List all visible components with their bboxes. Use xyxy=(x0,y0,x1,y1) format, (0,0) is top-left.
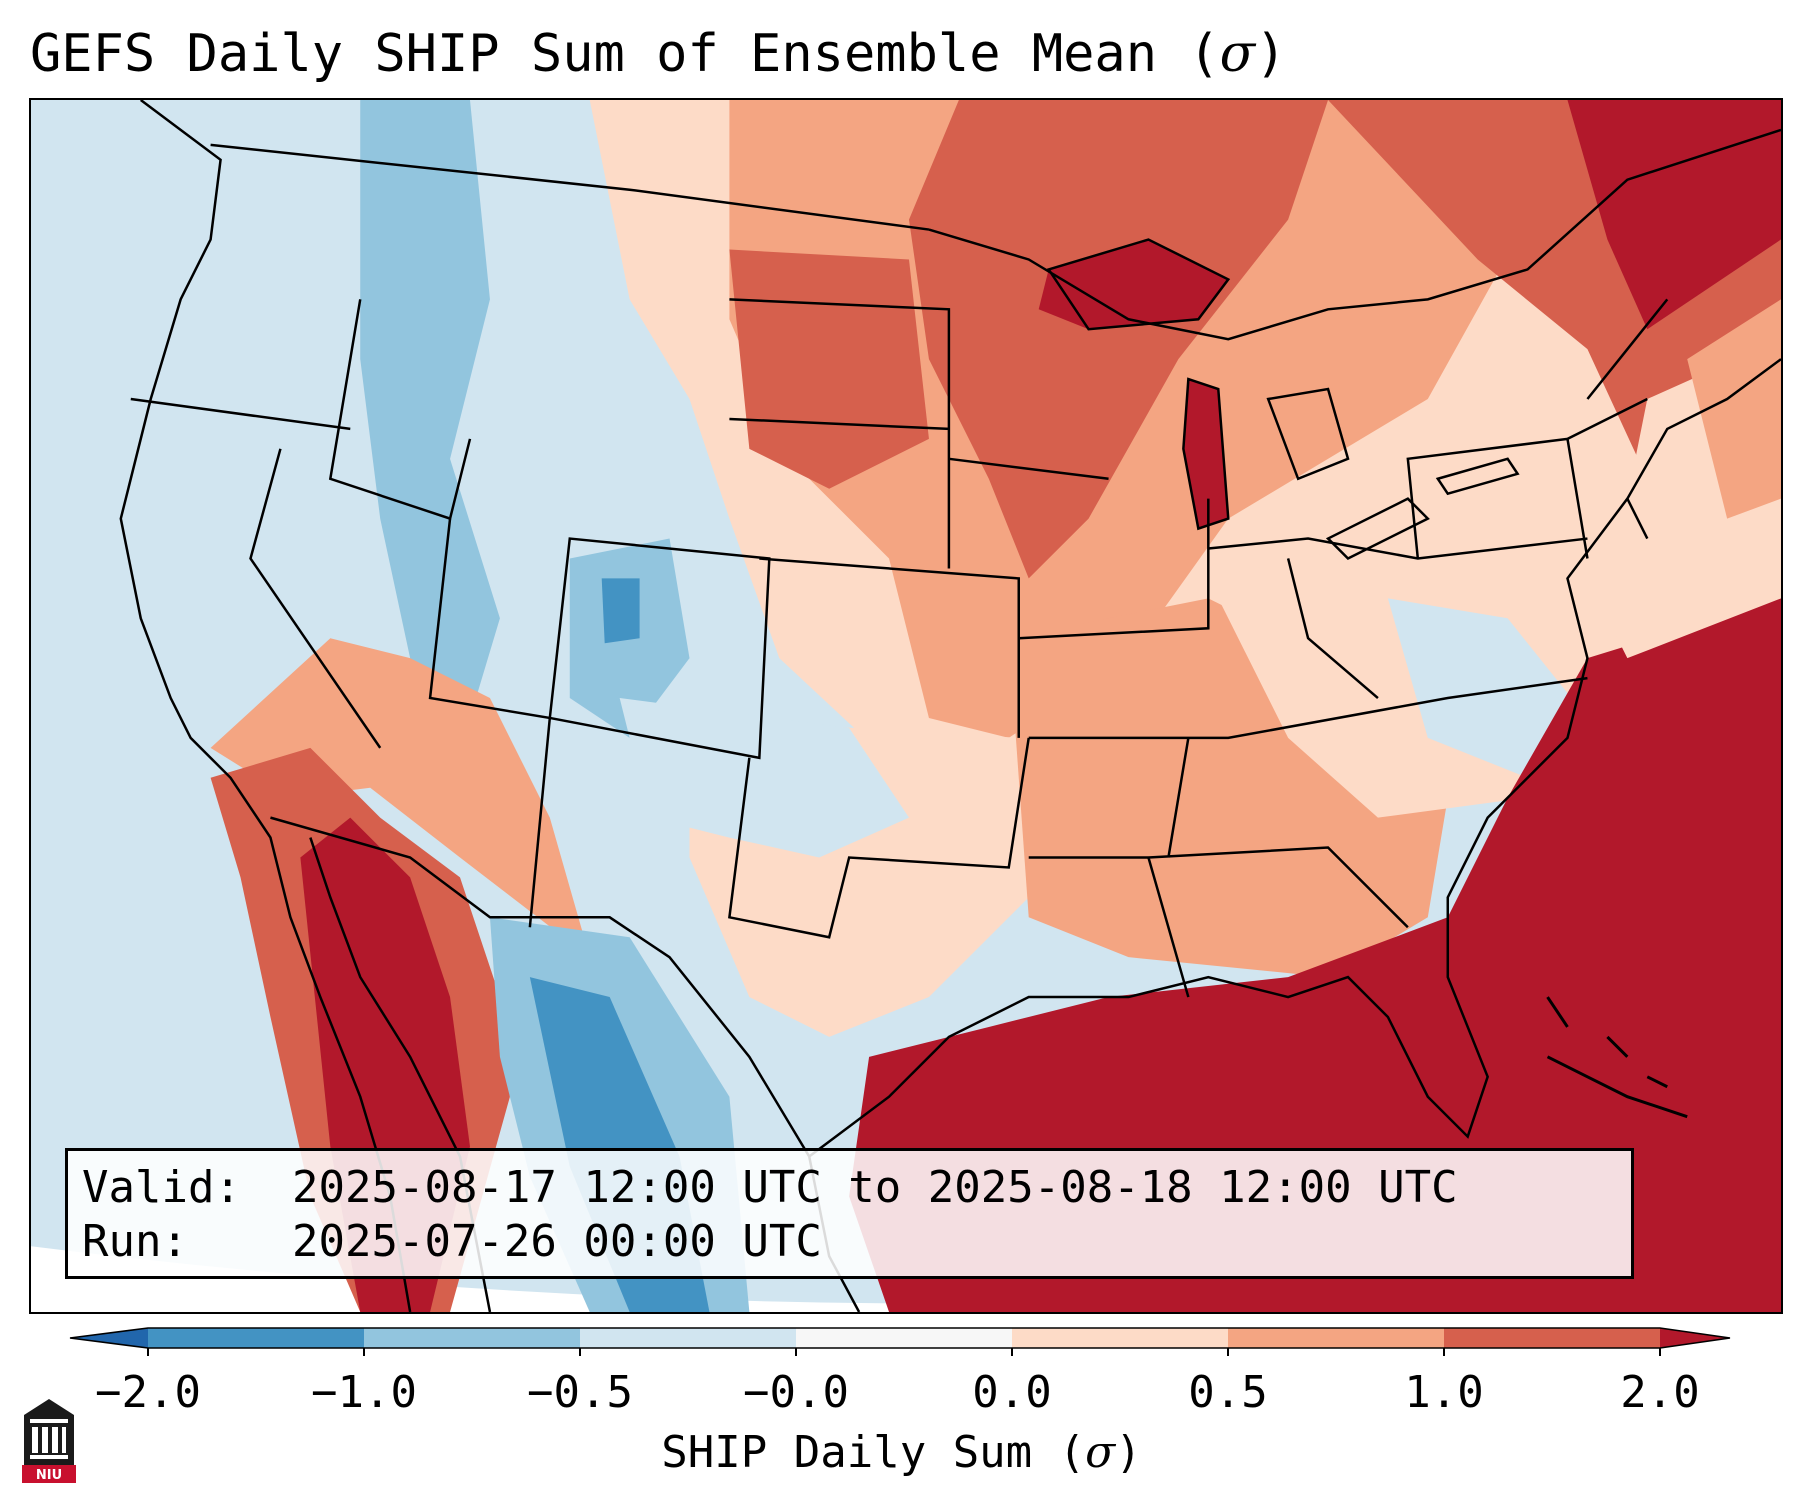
political-boundaries xyxy=(119,100,1781,1312)
state-lines-southwest xyxy=(528,717,1030,939)
colorbar-bin xyxy=(580,1328,796,1348)
colorbar-bin xyxy=(1228,1328,1444,1348)
map-title-text: GEFS Daily SHIP Sum of Ensemble Mean ( xyxy=(30,24,1220,84)
us-canada-border-east xyxy=(928,128,1781,341)
state-lines-great-basin xyxy=(130,397,382,749)
state-lines-ohio-valley xyxy=(1208,537,1588,699)
run-label: Run: xyxy=(82,1216,188,1267)
lake-ontario-outline xyxy=(1435,457,1520,496)
valid-row: Valid: 2025-08-17 12:00 UTC to 2025-08-18… xyxy=(82,1161,1631,1215)
state-lines-plains xyxy=(729,298,1020,738)
tick-label: 0.0 xyxy=(972,1367,1052,1418)
colorbar-bin xyxy=(364,1328,580,1348)
lake-michigan-outline xyxy=(1182,377,1230,531)
cuba-outline xyxy=(1546,1055,1688,1119)
lake-outlines xyxy=(1046,238,1520,561)
field-region-dakotas xyxy=(729,249,929,489)
state-lines-south xyxy=(1028,737,1409,998)
us-mexico-border xyxy=(270,816,811,1158)
tick-label: 2.0 xyxy=(1620,1367,1700,1418)
colorbar xyxy=(69,1327,1731,1356)
field-region-southwest xyxy=(210,638,590,958)
tick-label: −1.0 xyxy=(311,1367,417,1418)
field-region-north-central xyxy=(908,100,1329,579)
field-region-gulf-atlantic xyxy=(849,598,1781,1312)
field-region-idaho-utah xyxy=(360,100,500,718)
colorbar-bin xyxy=(148,1328,364,1348)
field-region-nova-scotia xyxy=(1687,299,1781,519)
tick-label: 1.0 xyxy=(1404,1367,1484,1418)
lake-superior-outline xyxy=(1046,238,1231,331)
west-coastline xyxy=(119,100,412,1312)
colorbar-extend-high xyxy=(1660,1328,1730,1348)
colorbar-tick-labels: −2.0 −1.0 −0.5 −0.0 0.0 0.5 1.0 2.0 xyxy=(0,1365,1803,1425)
valid-value: 2025-08-17 12:00 UTC to 2025-08-18 12:00… xyxy=(292,1162,1458,1213)
valid-label: Valid: xyxy=(82,1162,241,1213)
map-title-suffix: ) xyxy=(1255,24,1287,84)
colorbar-label-suffix: ) xyxy=(1115,1427,1142,1478)
field-region-carolinas xyxy=(1387,598,1588,778)
valid-run-infobox: Valid: 2025-08-17 12:00 UTC to 2025-08-18… xyxy=(65,1148,1634,1279)
colorbar-bin xyxy=(1012,1328,1228,1348)
ship-anomaly-map xyxy=(31,100,1781,1312)
colorbar-bin xyxy=(796,1328,1012,1348)
state-lines-new-england xyxy=(1586,298,1669,540)
run-row: Run: 2025-07-26 00:00 UTC xyxy=(82,1215,1631,1269)
tick-label: 0.5 xyxy=(1188,1367,1268,1418)
tick-label: −0.0 xyxy=(743,1367,849,1418)
gulf-atlantic-coastline xyxy=(808,358,1781,1158)
field-region-oklahoma xyxy=(619,698,909,858)
lake-huron-outline xyxy=(1266,387,1350,481)
field-lake-superior xyxy=(1038,239,1229,330)
state-lines-northeast xyxy=(1406,397,1648,559)
field-lake-michigan xyxy=(1183,379,1229,529)
tick-label: −2.0 xyxy=(95,1367,201,1418)
us-canada-border-west xyxy=(210,143,930,231)
colorbar-bin xyxy=(1444,1328,1660,1348)
bahamas-outline xyxy=(1546,996,1668,1089)
tick-label: −0.5 xyxy=(527,1367,633,1418)
state-lines-midwest xyxy=(948,457,1588,740)
run-value: 2025-07-26 00:00 UTC xyxy=(292,1216,822,1267)
niu-logo-banner xyxy=(22,1465,76,1483)
colorbar-label-text: SHIP Daily Sum ( xyxy=(661,1427,1086,1478)
map-title: GEFS Daily SHIP Sum of Ensemble Mean (σ) xyxy=(30,22,1286,86)
niu-logo-text: NIU xyxy=(36,1468,62,1483)
map-panel xyxy=(29,98,1783,1314)
lake-erie-outline xyxy=(1325,497,1430,561)
field-region-colorado-core xyxy=(601,578,640,644)
colorbar-extend-low xyxy=(70,1328,148,1348)
niu-logo-icon: NIU xyxy=(22,1399,76,1483)
state-lines-four-corners xyxy=(428,518,771,760)
colorbar-label: SHIP Daily Sum (σ) xyxy=(0,1425,1803,1481)
state-lines-northwest xyxy=(328,299,472,521)
sigma-symbol: σ xyxy=(1085,1427,1116,1478)
sigma-symbol: σ xyxy=(1219,24,1256,84)
colorbar-tick-marks xyxy=(147,1348,1661,1356)
caribbean-islands xyxy=(1546,996,1688,1119)
field-region-northeast-canada xyxy=(1567,100,1781,330)
